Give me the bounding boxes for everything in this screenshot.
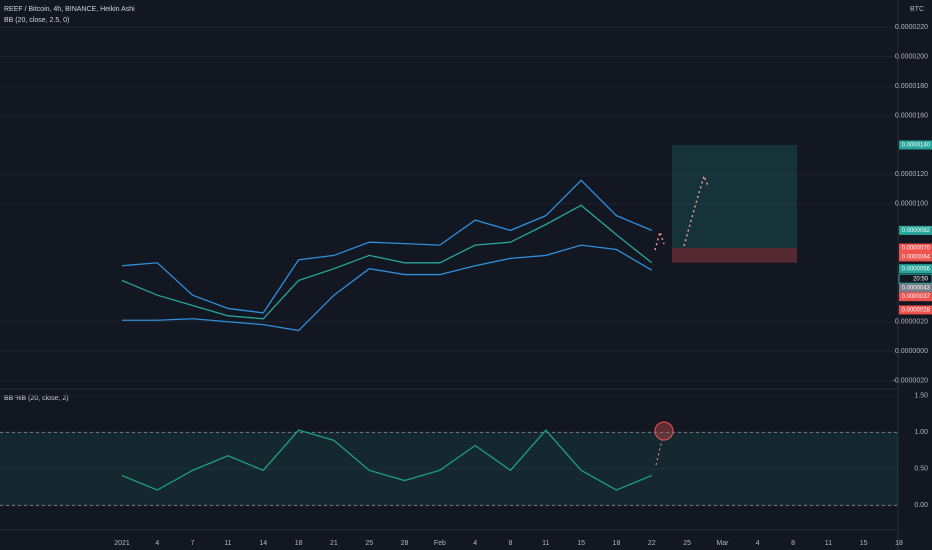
y-tick-label: 0.00 (914, 502, 928, 509)
forecast-path (683, 173, 709, 247)
price-badge (899, 292, 932, 302)
x-tick-label: 18 (895, 540, 903, 547)
price-badge (899, 283, 932, 293)
price-badge-label: 0.0000070 (902, 246, 931, 252)
forecast-path (654, 229, 665, 251)
price-badge-label: 0.0000037 (902, 294, 931, 300)
indicator-label: BB (20, close, 2.5, 0) (4, 17, 69, 24)
x-tick-label: 21 (330, 540, 338, 547)
x-tick-label: 8 (509, 540, 513, 547)
x-tick-label: 25 (683, 540, 691, 547)
x-tick-label: Mar (716, 540, 729, 547)
y-tick-label: 0.0000180 (895, 83, 928, 90)
y-tick-label: 0.0000020 (895, 319, 928, 326)
highlight-circle (654, 421, 674, 441)
stop-zone (672, 248, 797, 263)
y-tick-label: -0.0000020 (893, 377, 929, 384)
price-badge (899, 225, 932, 235)
x-tick-label: 8 (791, 540, 795, 547)
x-tick-label: 11 (542, 540, 549, 547)
y-tick-label: 0.0000000 (895, 348, 928, 355)
price-badge (899, 252, 932, 262)
series-line (121, 429, 653, 491)
forecast (654, 173, 709, 466)
y-tick-label: 0.0000200 (895, 53, 928, 60)
price-badge-label: 0.0000056 (902, 266, 931, 272)
y-tick-label: 0.0000220 (895, 24, 928, 31)
target-zone (672, 144, 797, 249)
y-tick-label: 1.50 (914, 393, 928, 400)
x-tick-label: 11 (825, 540, 832, 547)
price-badge-label: 0.0000140 (902, 143, 931, 149)
price-badge (899, 243, 932, 253)
x-tick-label: 18 (613, 540, 621, 547)
x-tick-label: 14 (259, 540, 267, 547)
x-tick-label: Feb (434, 540, 446, 547)
chart-title: REEF / Bitcoin, 4h, BINANCE, Heikin Ashi (4, 6, 135, 13)
x-tick-label: 18 (295, 540, 303, 547)
time-badge-label: 20:50 (913, 276, 929, 282)
currency: BTC (910, 6, 924, 13)
price-badge (899, 305, 932, 315)
x-tick-label: 22 (648, 540, 656, 547)
y-tick-label: 0.0000120 (895, 171, 928, 178)
price-badge-label: 0.0000028 (902, 308, 931, 314)
y-tick-label: 1.00 (914, 429, 928, 436)
x-tick-label: 25 (365, 540, 373, 547)
x-tick-label: 2021 (114, 540, 130, 547)
price-badge (899, 140, 932, 150)
x-tick-label: 15 (577, 540, 585, 547)
x-tick-label: 4 (155, 540, 159, 547)
x-tick-label: 4 (756, 540, 760, 547)
band-fill (0, 432, 898, 506)
x-tick-label: 7 (191, 540, 195, 547)
series-line (122, 244, 653, 332)
price-badge-label: 0.0000082 (902, 228, 931, 234)
time-badge (898, 273, 932, 284)
series-line (121, 204, 653, 320)
x-tick-label: 28 (401, 540, 409, 547)
series-line (121, 179, 653, 314)
y-tick-label: 0.0000100 (895, 201, 928, 208)
forecast-path (655, 439, 663, 466)
x-tick-label: 11 (224, 540, 231, 547)
price-badge-label: 0.0000064 (902, 254, 931, 260)
price-badge (899, 264, 932, 274)
x-tick-label: 15 (860, 540, 868, 547)
x-tick-label: 4 (473, 540, 477, 547)
price-badge-label: 0.0000043 (902, 285, 931, 291)
y-tick-label: 0.0000160 (895, 112, 928, 119)
y-tick-label: 0.50 (914, 466, 928, 473)
indicator-title: BB %B (20, close, 2) (4, 395, 69, 402)
